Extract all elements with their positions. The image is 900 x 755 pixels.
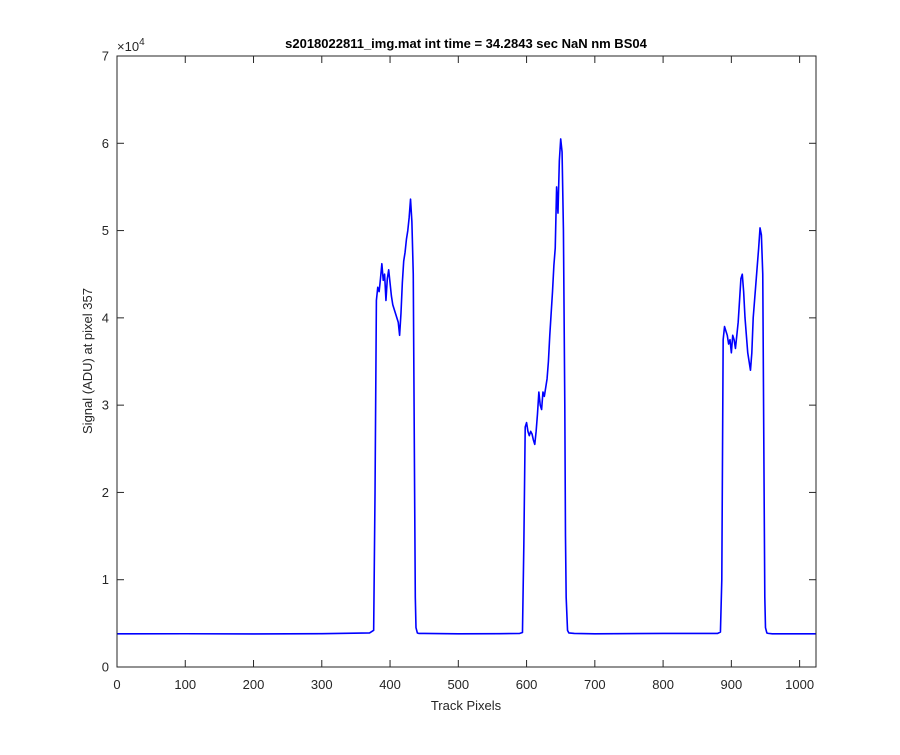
y-tick-label: 7 bbox=[102, 49, 109, 64]
chart-title: s2018022811_img.mat int time = 34.2843 s… bbox=[285, 36, 647, 51]
x-tick-label: 100 bbox=[174, 677, 196, 692]
x-axis-label: Track Pixels bbox=[431, 698, 502, 713]
y-exponent-power: 4 bbox=[139, 37, 145, 48]
y-tick-label: 3 bbox=[102, 398, 109, 413]
y-tick-label: 0 bbox=[102, 660, 109, 675]
x-tick-label: 900 bbox=[721, 677, 743, 692]
y-tick-label: 2 bbox=[102, 485, 109, 500]
series-layer bbox=[116, 138, 816, 635]
plot-area bbox=[117, 56, 816, 667]
axes-box bbox=[116, 55, 817, 668]
x-tick-label: 200 bbox=[243, 677, 265, 692]
x-tick-label: 700 bbox=[584, 677, 606, 692]
series-line bbox=[116, 138, 816, 635]
y-tick-label: 5 bbox=[102, 223, 109, 238]
x-tick-label: 600 bbox=[516, 677, 538, 692]
x-tick-label: 500 bbox=[447, 677, 469, 692]
x-tick-label: 800 bbox=[652, 677, 674, 692]
y-tick-label: 1 bbox=[102, 572, 109, 587]
y-tick-label: 6 bbox=[102, 136, 109, 151]
x-tick-label: 0 bbox=[113, 677, 120, 692]
x-tick-label: 400 bbox=[379, 677, 401, 692]
x-tick-label: 1000 bbox=[785, 677, 814, 692]
y-tick-label: 4 bbox=[102, 310, 109, 325]
x-tick-label: 300 bbox=[311, 677, 333, 692]
y-axis-label: Signal (ADU) at pixel 357 bbox=[80, 288, 95, 434]
y-exponent-label: ×104 bbox=[117, 37, 145, 54]
ticks-layer: 0 100 200 300 400 500 600 700 800 900 1000 0 1 2 3 4 5 6 7 bbox=[102, 49, 816, 692]
y-exponent-base: ×10 bbox=[117, 39, 139, 54]
